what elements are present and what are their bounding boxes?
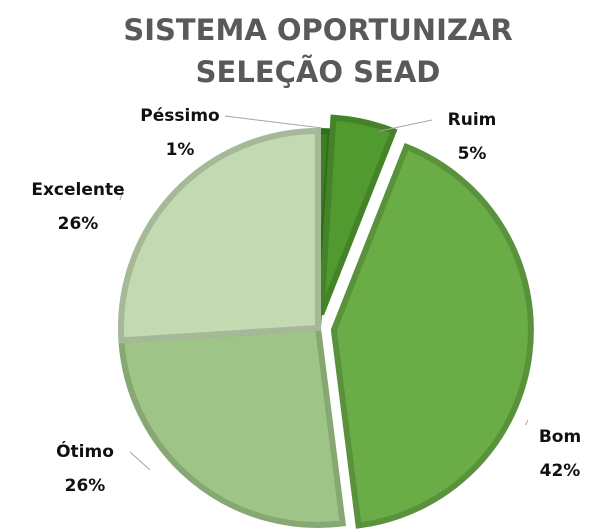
category-label: Bom (539, 427, 581, 447)
pie-slice (318, 114, 398, 316)
chart-title: SELEÇÃO SEAD (196, 55, 441, 89)
value-label: 42% (540, 461, 581, 481)
label-bg (41, 440, 129, 464)
value-label: 5% (458, 144, 487, 164)
value-label: 26% (58, 214, 99, 234)
leader-line (129, 451, 151, 471)
chart-title: SISTEMA OPORTUNIZAR (123, 13, 512, 47)
label-bg (516, 425, 595, 449)
category-label: Ótimo (56, 440, 114, 462)
pie-slice (118, 127, 321, 344)
category-label: Péssimo (140, 106, 219, 126)
pie-slice (330, 142, 534, 529)
category-label: Excelente (31, 180, 124, 200)
leader-line (119, 189, 124, 201)
pie-slice (118, 324, 347, 528)
value-label: 26% (65, 476, 106, 496)
leader-line (379, 119, 433, 132)
category-label: Ruim (448, 110, 497, 130)
value-label: 1% (166, 140, 195, 160)
leader-line (224, 115, 323, 129)
